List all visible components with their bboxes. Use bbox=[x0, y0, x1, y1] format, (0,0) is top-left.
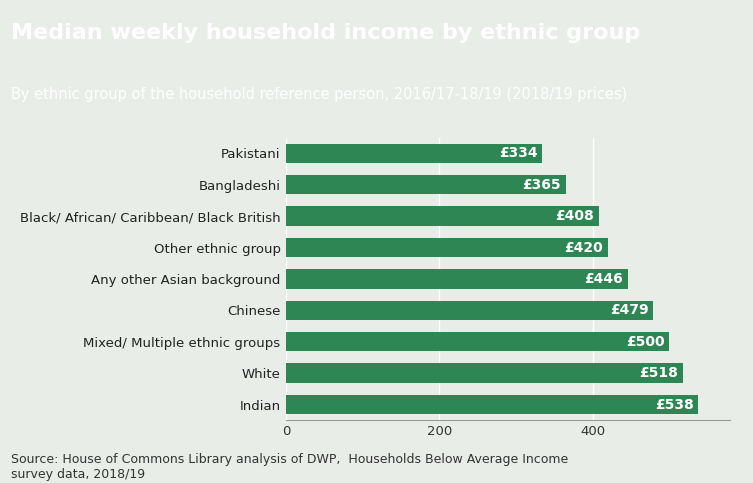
Bar bbox=[286, 238, 608, 257]
Text: By ethnic group of the household reference person, 2016/17-18/19 (2018/19 prices: By ethnic group of the household referen… bbox=[11, 87, 627, 102]
Text: £334: £334 bbox=[498, 146, 538, 160]
Text: £518: £518 bbox=[639, 366, 678, 380]
Bar bbox=[286, 300, 653, 320]
Bar bbox=[286, 363, 683, 383]
Text: £479: £479 bbox=[610, 303, 648, 317]
Text: £365: £365 bbox=[523, 178, 561, 192]
Text: £420: £420 bbox=[565, 241, 603, 255]
Bar bbox=[286, 206, 599, 226]
Text: £500: £500 bbox=[626, 335, 665, 349]
Text: Source: House of Commons Library analysis of DWP,  Households Below Average Inco: Source: House of Commons Library analysi… bbox=[11, 453, 569, 481]
Text: Median weekly household income by ethnic group: Median weekly household income by ethnic… bbox=[11, 23, 641, 43]
Text: £408: £408 bbox=[555, 209, 594, 223]
Bar bbox=[286, 175, 566, 195]
Bar bbox=[286, 395, 698, 414]
Text: £538: £538 bbox=[655, 398, 694, 412]
Bar bbox=[286, 332, 669, 352]
Bar bbox=[286, 143, 542, 163]
Bar bbox=[286, 269, 628, 289]
Text: £446: £446 bbox=[584, 272, 623, 286]
